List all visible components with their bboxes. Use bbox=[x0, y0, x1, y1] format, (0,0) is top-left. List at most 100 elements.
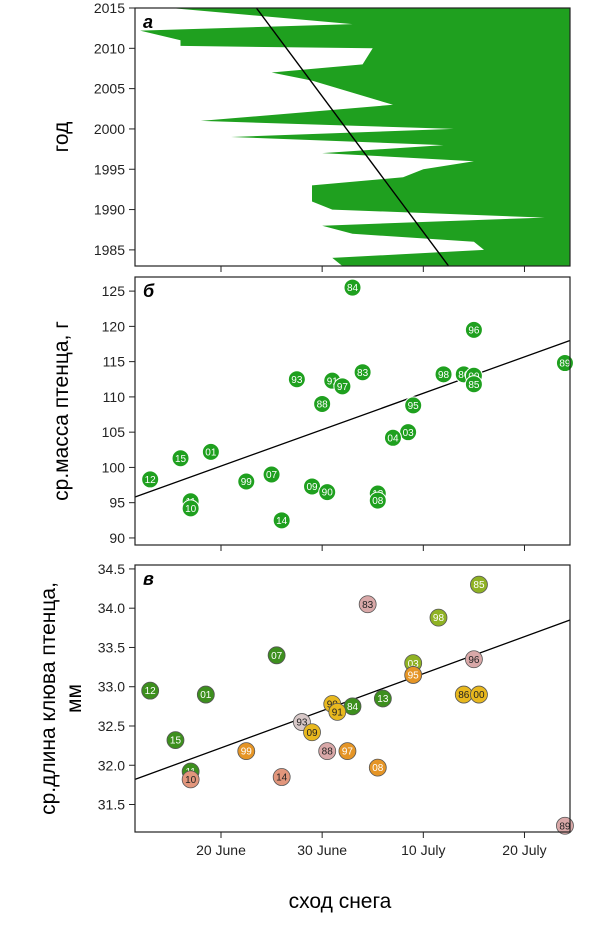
panel-c-ytick-label: 33.0 bbox=[98, 679, 125, 695]
panel-c-point bbox=[267, 646, 286, 665]
panel-b-point-label: 83 bbox=[357, 368, 369, 379]
panel-a-ytick-label: 1995 bbox=[94, 161, 125, 177]
panel-c-point-label: 84 bbox=[347, 702, 359, 713]
panel-b-trend-line bbox=[134, 339, 571, 498]
x-tick-label: 20 June bbox=[196, 842, 246, 858]
panel-c-point bbox=[368, 758, 387, 777]
panel-b-point-label: 08 bbox=[372, 496, 384, 507]
panel-a-ytick-label: 2005 bbox=[94, 81, 125, 97]
panel-b-point-label: 03 bbox=[403, 428, 415, 439]
panel-b-panel-letter: б bbox=[143, 281, 155, 301]
panel-c-point bbox=[272, 768, 291, 786]
panel-a-panel-letter: а bbox=[143, 12, 153, 32]
panel-c-point-label: 09 bbox=[306, 728, 318, 739]
panel-b-ytick-label: 90 bbox=[109, 530, 125, 546]
panel-a-ytick-label: 2010 bbox=[94, 40, 125, 56]
panel-b-frame bbox=[134, 276, 571, 546]
panel-c-point-label: 85 bbox=[473, 580, 485, 591]
panel-b-point-label: 85 bbox=[468, 380, 480, 391]
panel-b-point bbox=[555, 354, 574, 373]
panel-c-point bbox=[237, 742, 256, 761]
panel-b-point-label: 89 bbox=[559, 359, 571, 370]
x-tick-label: 30 June bbox=[297, 842, 347, 858]
panel-a-snowmelt-area: 1985 1990 1995 2000 2005 2010 2015 год а bbox=[50, 0, 571, 272]
panel-b-ylabel: ср.масса птенца, г bbox=[50, 321, 73, 501]
panel-c-point bbox=[181, 770, 200, 789]
panel-b-point bbox=[201, 442, 220, 461]
panel-c-point bbox=[328, 702, 347, 721]
panel-b-point-label: 14 bbox=[276, 516, 288, 527]
panel-b-point-label: 88 bbox=[317, 400, 329, 411]
panel-b-point-label: 99 bbox=[241, 477, 253, 488]
panel-c-point-label: 86 bbox=[458, 690, 470, 701]
panel-c-bill-length-scatter: 8583980703969512018600139084919309159988… bbox=[37, 561, 574, 838]
panel-c-point-label: 83 bbox=[362, 600, 374, 611]
panel-c-point-label: 14 bbox=[276, 773, 288, 784]
panel-b-point-label: 98 bbox=[438, 370, 450, 381]
panel-b-point bbox=[287, 370, 306, 389]
panel-c-panel-letter: в bbox=[143, 569, 154, 589]
panel-c-point-label: 10 bbox=[185, 775, 197, 786]
x-axis-date-ticks: 20 June 30 June 10 July 20 July bbox=[196, 842, 547, 858]
panel-c-frame bbox=[134, 564, 571, 833]
panel-b-point bbox=[313, 394, 332, 413]
panel-c-point bbox=[141, 681, 160, 700]
panel-c-point-label: 98 bbox=[433, 613, 445, 624]
panel-c-point-label: 97 bbox=[342, 747, 354, 758]
panel-c-point-label: 91 bbox=[332, 707, 344, 718]
panel-c-ytick-label: 32.0 bbox=[98, 757, 125, 773]
panel-b-point-label: 04 bbox=[387, 433, 399, 444]
panel-b-point bbox=[318, 483, 337, 502]
panel-c-point-label: 07 bbox=[271, 651, 283, 662]
x-tick-label: 10 July bbox=[401, 842, 445, 858]
panel-b-point-label: 15 bbox=[175, 454, 187, 465]
panel-c-ytick-label: 34.0 bbox=[98, 600, 125, 616]
panel-b-point-label: 01 bbox=[205, 448, 217, 459]
panel-b-point-label: 93 bbox=[291, 375, 303, 386]
panel-b-point bbox=[272, 511, 291, 530]
panel-c-point-label: 95 bbox=[408, 671, 420, 682]
panel-b-point-label: 96 bbox=[468, 325, 480, 336]
panel-b-point bbox=[353, 363, 372, 382]
panel-c-point bbox=[358, 595, 377, 614]
panel-b-point bbox=[262, 465, 281, 484]
snow-area bbox=[140, 8, 570, 266]
panel-b-point bbox=[383, 428, 402, 447]
panel-b-point bbox=[343, 278, 362, 297]
panel-c-ytick-label: 34.5 bbox=[98, 561, 125, 577]
panel-c-point bbox=[318, 742, 337, 761]
panel-b-point-label: 12 bbox=[145, 475, 157, 486]
panel-c-point bbox=[338, 742, 357, 761]
panel-c-ylabel: ср.длина клюва птенца, мм bbox=[37, 582, 86, 815]
panel-b-point-label: 90 bbox=[322, 488, 334, 499]
panel-b-point-label: 95 bbox=[408, 401, 420, 412]
panel-c-point bbox=[303, 723, 321, 742]
panel-b-point-label: 91 bbox=[327, 376, 339, 387]
panel-c-point-label: 88 bbox=[322, 747, 334, 758]
panel-b-point bbox=[464, 320, 483, 339]
panel-b-point bbox=[181, 499, 200, 518]
panel-a-ytick-label: 2015 bbox=[94, 0, 125, 16]
panel-c-point-label: 08 bbox=[372, 763, 384, 774]
panel-b-point-label: 84 bbox=[347, 283, 359, 294]
panel-c-point-label: 96 bbox=[468, 655, 480, 666]
panel-b-ytick-label: 110 bbox=[103, 389, 126, 405]
panel-b-point-label: 97 bbox=[337, 382, 349, 393]
panel-b-point bbox=[464, 375, 483, 394]
panel-c-point-label: 89 bbox=[559, 821, 571, 832]
panel-a-ytick-label: 2000 bbox=[94, 121, 125, 137]
panel-b-ytick-label: 105 bbox=[102, 424, 126, 440]
panel-c-ytick-label: 33.5 bbox=[98, 639, 125, 655]
panel-c-point-label: 99 bbox=[241, 747, 253, 758]
panel-c-point bbox=[429, 608, 448, 627]
x-axis-label: сход снега bbox=[289, 890, 392, 913]
panel-b-ytick-label: 115 bbox=[103, 354, 126, 370]
panel-c-point bbox=[196, 685, 215, 704]
panel-c-point-label: 12 bbox=[145, 686, 157, 697]
panel-b-ytick-label: 125 bbox=[102, 283, 126, 299]
panel-b-ytick-label: 120 bbox=[102, 318, 126, 334]
panel-b-ytick-label: 95 bbox=[109, 495, 125, 511]
x-tick-label: 20 July bbox=[502, 842, 546, 858]
panel-b-point bbox=[333, 377, 352, 396]
